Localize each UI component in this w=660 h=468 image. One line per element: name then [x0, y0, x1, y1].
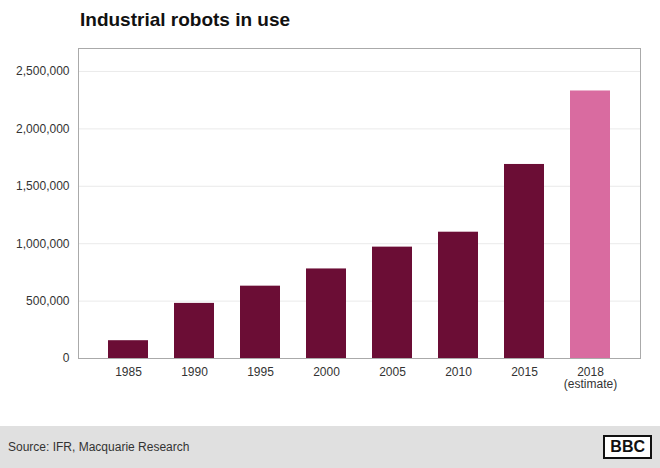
html-text:Industrial robots in use: Industrial robots in use — [80, 9, 291, 30]
svg-text:2018(estimate): 2018(estimate) — [564, 365, 617, 391]
html-text:Source: IFR, Macquarie Researc: Source: IFR, Macquarie Research — [8, 440, 190, 454]
html-text:BBC: BBC — [610, 438, 645, 455]
svg-text:1990: 1990 — [181, 365, 208, 379]
svg-text:2000: 2000 — [313, 365, 340, 379]
svg-text:2015: 2015 — [511, 365, 538, 379]
svg-text:2,500,000: 2,500,000 — [16, 64, 70, 78]
svg-text:2005: 2005 — [379, 365, 406, 379]
svg-text:1995: 1995 — [247, 365, 274, 379]
svg-text:1,500,000: 1,500,000 — [16, 179, 70, 193]
svg-text:2,000,000: 2,000,000 — [16, 122, 70, 136]
svg-text:0: 0 — [63, 351, 70, 365]
svg-text:500,000: 500,000 — [26, 294, 70, 308]
svg-text:2010: 2010 — [445, 365, 472, 379]
svg-text:1,000,000: 1,000,000 — [16, 237, 70, 251]
svg-text:1985: 1985 — [115, 365, 142, 379]
